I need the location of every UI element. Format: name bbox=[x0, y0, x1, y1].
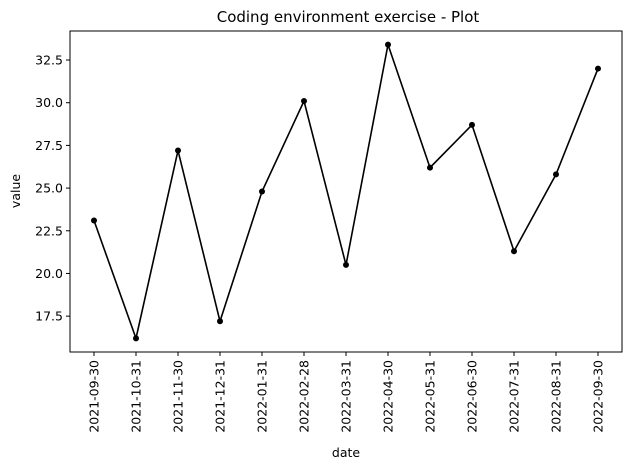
x-tick-label: 2022-08-31 bbox=[549, 360, 564, 433]
x-tick-label: 2022-03-31 bbox=[339, 360, 354, 433]
data-point bbox=[385, 41, 391, 48]
x-tick-label: 2022-04-30 bbox=[381, 360, 396, 433]
data-point bbox=[595, 65, 601, 72]
chart-title: Coding environment exercise - Plot bbox=[217, 8, 480, 26]
x-axis-label: date bbox=[332, 445, 360, 460]
y-tick-label: 30.0 bbox=[35, 95, 63, 110]
data-point bbox=[175, 147, 181, 154]
y-axis: 17.5 20.0 22.5 25.0 27.5 30.0 32.5 bbox=[35, 53, 70, 324]
data-point bbox=[343, 261, 349, 268]
data-point bbox=[511, 248, 517, 255]
y-axis-label: value bbox=[8, 174, 23, 208]
data-point bbox=[217, 318, 223, 325]
x-tick-label: 2021-10-31 bbox=[129, 360, 144, 433]
x-tick-label: 2022-09-30 bbox=[591, 360, 606, 433]
y-tick-label: 27.5 bbox=[35, 138, 63, 153]
plot-area bbox=[69, 30, 623, 353]
data-point bbox=[91, 217, 97, 224]
x-tick-label: 2021-12-31 bbox=[213, 360, 228, 433]
x-tick-label: 2022-07-31 bbox=[507, 360, 522, 433]
y-tick-label: 22.5 bbox=[35, 223, 63, 238]
series-line bbox=[93, 41, 599, 342]
data-point bbox=[259, 188, 265, 195]
y-tick-label: 32.5 bbox=[35, 53, 63, 68]
y-tick-label: 25.0 bbox=[35, 181, 63, 196]
data-point bbox=[427, 164, 433, 171]
y-tick-label: 20.0 bbox=[35, 266, 63, 281]
data-point bbox=[133, 335, 139, 342]
data-point bbox=[301, 98, 307, 105]
x-tick-label: 2022-05-31 bbox=[423, 360, 438, 433]
x-tick-label: 2022-01-31 bbox=[255, 360, 270, 433]
x-tick-label: 2021-09-30 bbox=[87, 360, 102, 433]
x-tick-label: 2022-02-28 bbox=[297, 360, 312, 433]
x-tick-label: 2021-11-30 bbox=[171, 360, 186, 433]
data-point bbox=[469, 121, 475, 128]
y-tick-label: 17.5 bbox=[35, 309, 63, 324]
x-tick-label: 2022-06-30 bbox=[465, 360, 480, 433]
data-point bbox=[553, 171, 559, 178]
series-layer bbox=[91, 41, 601, 342]
x-axis: 2021-09-30 2021-10-31 2021-11-30 2021-12-31… bbox=[87, 352, 606, 433]
